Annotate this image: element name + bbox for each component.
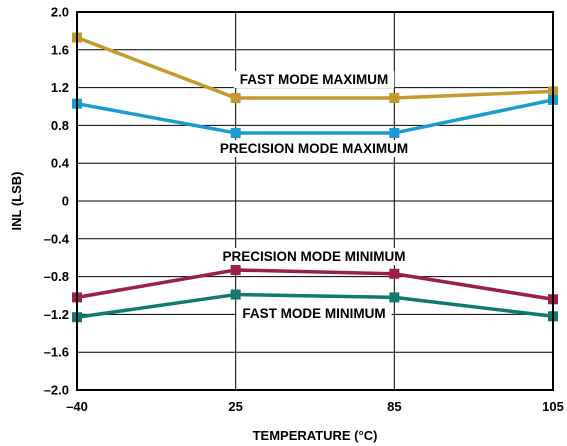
series-label-background — [236, 305, 392, 322]
series-label-background — [233, 71, 395, 88]
x-tick-labels: –40 25 85 105 — [66, 399, 564, 414]
series-label: FAST MODE MAXIMUM — [240, 72, 389, 87]
series-labels: FAST MODE MAXIMUM PRECISION MODE MAXIMUM P… — [213, 71, 415, 322]
x-tick-label: 25 — [228, 399, 242, 414]
data-point — [389, 292, 400, 303]
series-label: PRECISION MODE MAXIMUM — [220, 141, 408, 156]
series-line — [76, 268, 554, 302]
y-tick-label: –1.2 — [44, 307, 69, 322]
data-point — [230, 289, 241, 300]
series-line — [76, 98, 554, 135]
x-tick-label: –40 — [66, 399, 88, 414]
y-tick-label: –0.4 — [44, 231, 70, 246]
data-point — [389, 268, 400, 279]
x-tick-label: 105 — [542, 399, 564, 414]
y-tick-label: –1.6 — [44, 345, 69, 360]
data-point — [389, 92, 400, 103]
plot-frame — [76, 11, 554, 391]
y-tick-label: 0.4 — [51, 156, 70, 171]
y-tick-label: 0 — [62, 194, 69, 209]
series-label-background — [213, 140, 415, 157]
x-tick-label: 85 — [387, 399, 401, 414]
y-tick-label: –2.0 — [44, 383, 69, 398]
y-tick-label: 2.0 — [51, 5, 69, 20]
data-point — [230, 264, 241, 275]
data-point — [230, 92, 241, 103]
y-tick-labels: 2.0 1.6 1.2 0.8 0.4 0 –0.4 –0.8 –1.2 –1.6 –2.0 — [44, 5, 70, 398]
series-line — [76, 35, 554, 100]
y-tick-label: 1.2 — [51, 80, 69, 95]
data-point — [230, 127, 241, 138]
series-label: FAST MODE MINIMUM — [242, 306, 385, 321]
y-axis-label: INL (LSB) — [9, 172, 24, 231]
x-axis-label: TEMPERATURE (°C) — [253, 428, 378, 443]
y-tick-label: 0.8 — [51, 118, 69, 133]
grid — [77, 12, 553, 390]
y-tick-label: –0.8 — [44, 269, 69, 284]
y-tick-label: 1.6 — [51, 42, 69, 57]
series-label-background — [216, 248, 412, 265]
series-label: PRECISION MODE MINIMUM — [222, 249, 405, 264]
series-group — [72, 32, 558, 323]
data-point — [389, 127, 400, 138]
series-line — [76, 292, 554, 319]
